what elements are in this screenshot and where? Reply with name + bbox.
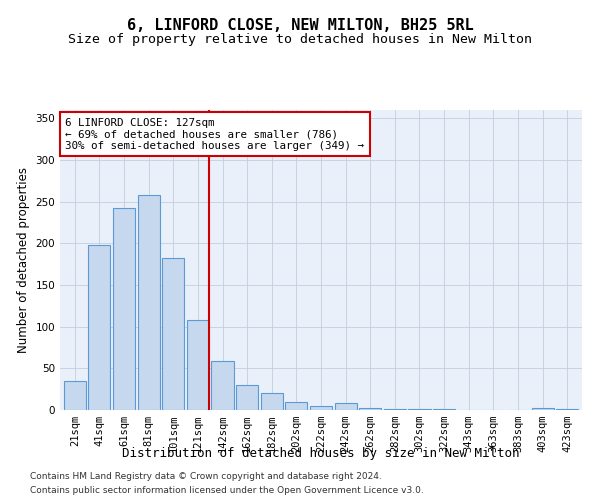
Bar <box>260 394 283 410</box>
Bar <box>556 409 578 410</box>
Bar <box>310 406 332 410</box>
Text: Distribution of detached houses by size in New Milton: Distribution of detached houses by size … <box>122 448 520 460</box>
Bar <box>187 320 209 410</box>
Y-axis label: Number of detached properties: Number of detached properties <box>17 167 30 353</box>
Text: Contains public sector information licensed under the Open Government Licence v3: Contains public sector information licen… <box>30 486 424 495</box>
Bar <box>359 408 382 410</box>
Bar <box>162 258 184 410</box>
Bar <box>88 245 110 410</box>
Bar <box>236 385 258 410</box>
Bar <box>409 409 431 410</box>
Bar <box>137 195 160 410</box>
Text: Contains HM Land Registry data © Crown copyright and database right 2024.: Contains HM Land Registry data © Crown c… <box>30 472 382 481</box>
Text: Size of property relative to detached houses in New Milton: Size of property relative to detached ho… <box>68 32 532 46</box>
Bar <box>64 381 86 410</box>
Bar <box>211 361 233 410</box>
Bar <box>113 208 135 410</box>
Bar <box>433 409 455 410</box>
Text: 6, LINFORD CLOSE, NEW MILTON, BH25 5RL: 6, LINFORD CLOSE, NEW MILTON, BH25 5RL <box>127 18 473 32</box>
Bar <box>532 408 554 410</box>
Bar <box>335 404 357 410</box>
Bar <box>384 409 406 410</box>
Bar <box>285 402 307 410</box>
Text: 6 LINFORD CLOSE: 127sqm
← 69% of detached houses are smaller (786)
30% of semi-d: 6 LINFORD CLOSE: 127sqm ← 69% of detache… <box>65 118 364 150</box>
